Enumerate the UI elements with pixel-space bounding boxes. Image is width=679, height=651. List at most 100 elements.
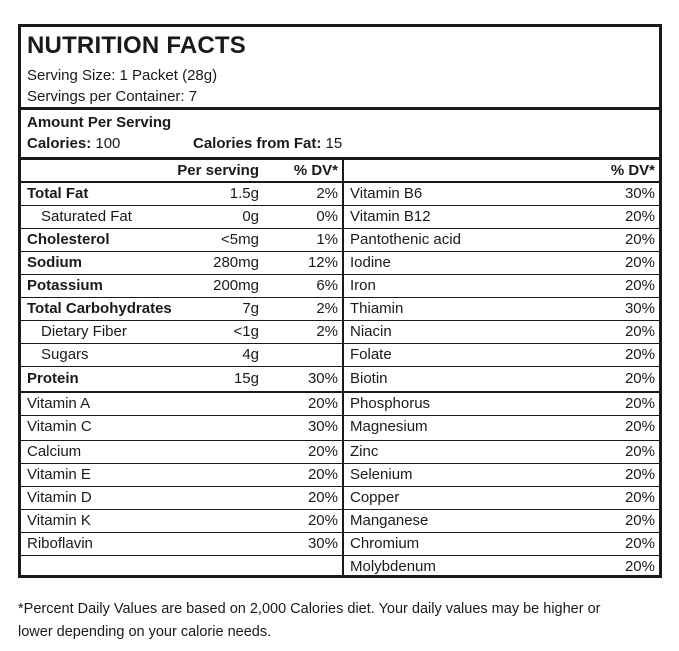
amount-per-serving-heading: Amount Per Serving xyxy=(27,114,172,131)
nutrient-name: Manganese xyxy=(350,512,429,529)
nutrient-dv: 20% xyxy=(624,489,655,506)
nutrient-row-total-fat: Total Fat 1.5g 2% xyxy=(21,183,342,206)
mineral-row-chromium: Chromium 20% xyxy=(344,533,659,556)
nutrient-table-right: % DV* Vitamin B6 30% Vitamin B12 20% Pan… xyxy=(342,160,659,575)
label-title: NUTRITION FACTS xyxy=(27,32,246,59)
mineral-row-folate: Folate 20% xyxy=(344,344,659,367)
dv-header-left: % DV* xyxy=(293,162,338,179)
vitamin-name: Vitamin A xyxy=(27,395,91,412)
nutrient-row-total-carbohydrates: Total Carbohydrates 7g 2% xyxy=(21,298,342,321)
nutrient-name: Pantothenic acid xyxy=(350,231,461,248)
vitamin-name: Vitamin C xyxy=(27,418,92,435)
nutrient-amount: 200mg xyxy=(213,277,259,294)
calories-from-fat: Calories from Fat: 15 xyxy=(193,135,342,152)
mineral-row-zinc: Zinc 20% xyxy=(344,441,659,464)
vitamin-dv: 20% xyxy=(307,512,338,529)
mineral-row-phosphorus: Phosphorus 20% xyxy=(344,393,659,416)
mineral-row-manganese: Manganese 20% xyxy=(344,510,659,533)
nutrient-name: Saturated Fat xyxy=(41,208,132,225)
nutrient-row-protein: Protein 15g 30% xyxy=(21,367,342,393)
nutrient-name: Iron xyxy=(350,277,376,294)
nutrient-name: Molybdenum xyxy=(350,558,436,575)
mineral-row-vitamin-b6: Vitamin B6 30% xyxy=(344,183,659,206)
calories-label: Calories: xyxy=(27,135,92,152)
nutrient-row-sodium: Sodium 280mg 12% xyxy=(21,252,342,275)
nutrient-dv: 1% xyxy=(316,231,338,248)
left-table-header: Per serving % DV* xyxy=(21,160,342,183)
nutrient-row-potassium: Potassium 200mg 6% xyxy=(21,275,342,298)
calories: Calories: 100 xyxy=(27,135,120,152)
mineral-row-magnesium: Magnesium 20% xyxy=(344,416,659,441)
amount-per-serving-section: Amount Per Serving Calories: 100 Calorie… xyxy=(21,110,659,160)
nutrient-row-cholesterol: Cholesterol <5mg 1% xyxy=(21,229,342,252)
vitamin-row-c: Vitamin C 30% xyxy=(21,416,342,441)
nutrient-name: Vitamin B6 xyxy=(350,185,423,202)
nutrient-dv: 0% xyxy=(316,208,338,225)
nutrient-name: Biotin xyxy=(350,370,388,387)
nutrient-amount: 7g xyxy=(242,300,259,317)
mineral-row-selenium: Selenium 20% xyxy=(344,464,659,487)
nutrient-table-left: Per serving % DV* Total Fat 1.5g 2% Satu… xyxy=(21,160,342,575)
vitamin-row-riboflavin: Riboflavin 30% xyxy=(21,533,342,556)
dv-header-right: % DV* xyxy=(610,162,655,179)
mineral-row-thiamin: Thiamin 30% xyxy=(344,298,659,321)
nutrient-amount: <1g xyxy=(233,323,259,340)
nutrient-dv: 12% xyxy=(307,254,338,271)
nutrient-row-sugars: Sugars 4g xyxy=(21,344,342,367)
nutrient-dv: 30% xyxy=(307,370,338,387)
footnote-line-2: lower depending on your calorie needs. xyxy=(18,624,272,640)
nutrient-dv: 2% xyxy=(316,323,338,340)
nutrient-name: Copper xyxy=(350,489,400,506)
nutrient-name: Vitamin B12 xyxy=(350,208,431,225)
nutrient-dv: 20% xyxy=(624,346,655,363)
mineral-row-iron: Iron 20% xyxy=(344,275,659,298)
mineral-row-copper: Copper 20% xyxy=(344,487,659,510)
nutrient-dv: 20% xyxy=(624,395,655,412)
nutrient-name: Folate xyxy=(350,346,392,363)
vitamin-row-a: Vitamin A 20% xyxy=(21,393,342,416)
nutrient-dv: 6% xyxy=(316,277,338,294)
nutrient-name: Total Carbohydrates xyxy=(27,300,172,317)
vitamin-dv: 20% xyxy=(307,466,338,483)
vitamin-dv: 20% xyxy=(307,489,338,506)
nutrient-amount: 4g xyxy=(242,346,259,363)
footnote-line-1: *Percent Daily Values are based on 2,000… xyxy=(18,601,601,617)
vitamin-row-d: Vitamin D 20% xyxy=(21,487,342,510)
nutrient-amount: <5mg xyxy=(221,231,259,248)
nutrient-name: Niacin xyxy=(350,323,392,340)
mineral-row-molybdenum: Molybdenum 20% xyxy=(344,556,659,579)
nutrient-name: Selenium xyxy=(350,466,413,483)
nutrient-name: Sodium xyxy=(27,254,82,271)
nutrient-name: Sugars xyxy=(41,346,89,363)
nutrient-dv: 20% xyxy=(624,418,655,435)
vitamin-row-calcium: Calcium 20% xyxy=(21,441,342,464)
nutrient-amount: 280mg xyxy=(213,254,259,271)
nutrient-name: Magnesium xyxy=(350,418,428,435)
nutrient-name: Zinc xyxy=(350,443,379,460)
vitamin-dv: 30% xyxy=(307,535,338,552)
vitamin-dv: 30% xyxy=(307,418,338,435)
nutrient-dv: 20% xyxy=(624,370,655,387)
vitamin-name: Calcium xyxy=(27,443,82,460)
nutrient-dv: 20% xyxy=(624,277,655,294)
nutrient-dv: 20% xyxy=(624,443,655,460)
nutrient-dv: 30% xyxy=(624,300,655,317)
nutrient-name: Potassium xyxy=(27,277,103,294)
nutrient-dv: 2% xyxy=(316,185,338,202)
nutrient-dv: 20% xyxy=(624,208,655,225)
nutrient-amount: 0g xyxy=(242,208,259,225)
calories-from-fat-value: 15 xyxy=(325,135,343,152)
mineral-row-vitamin-b12: Vitamin B12 20% xyxy=(344,206,659,229)
servings-per-container: Servings per Container: 7 xyxy=(27,88,198,105)
vitamin-dv: 20% xyxy=(307,395,338,412)
calories-value: 100 xyxy=(95,135,121,152)
vitamin-row-e: Vitamin E 20% xyxy=(21,464,342,487)
right-table-header: % DV* xyxy=(344,160,659,183)
nutrient-dv: 2% xyxy=(316,300,338,317)
nutrient-dv: 20% xyxy=(624,323,655,340)
nutrition-facts-label: NUTRITION FACTS Serving Size: 1 Packet (… xyxy=(18,24,662,578)
vitamin-name: Riboflavin xyxy=(27,535,93,552)
nutrient-dv: 20% xyxy=(624,231,655,248)
per-serving-header: Per serving xyxy=(177,162,259,179)
nutrient-name: Cholesterol xyxy=(27,231,110,248)
